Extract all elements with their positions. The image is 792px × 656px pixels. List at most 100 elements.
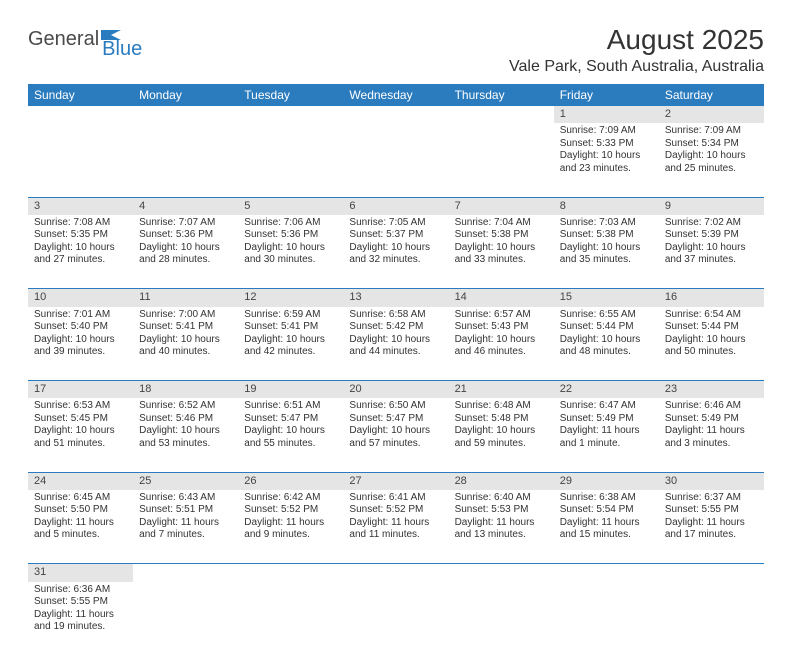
daylight-text: and 17 minutes. [665, 529, 758, 542]
sunrise-text: Sunrise: 6:55 AM [560, 309, 653, 322]
day-number-cell: 21 [449, 381, 554, 399]
day-number-cell [133, 564, 238, 582]
month-title: August 2025 [509, 24, 764, 56]
day-content-cell [238, 123, 343, 197]
daylight-text: and 59 minutes. [455, 438, 548, 451]
day-content-cell: Sunrise: 7:03 AMSunset: 5:38 PMDaylight:… [554, 215, 659, 289]
daylight-text: and 48 minutes. [560, 346, 653, 359]
day-content-cell: Sunrise: 6:53 AMSunset: 5:45 PMDaylight:… [28, 398, 133, 472]
day-content-cell [449, 582, 554, 656]
daynum-row: 12 [28, 106, 764, 123]
day-content-cell [659, 582, 764, 656]
daylight-text: Daylight: 11 hours [455, 517, 548, 530]
sunset-text: Sunset: 5:47 PM [244, 413, 337, 426]
content-row: Sunrise: 6:45 AMSunset: 5:50 PMDaylight:… [28, 490, 764, 564]
day-content-cell: Sunrise: 7:01 AMSunset: 5:40 PMDaylight:… [28, 307, 133, 381]
sunrise-text: Sunrise: 6:40 AM [455, 492, 548, 505]
day-content-cell: Sunrise: 6:50 AMSunset: 5:47 PMDaylight:… [343, 398, 448, 472]
day-content-cell: Sunrise: 7:00 AMSunset: 5:41 PMDaylight:… [133, 307, 238, 381]
day-content-cell: Sunrise: 6:48 AMSunset: 5:48 PMDaylight:… [449, 398, 554, 472]
sunset-text: Sunset: 5:42 PM [349, 321, 442, 334]
day-number-cell: 18 [133, 381, 238, 399]
daylight-text: and 30 minutes. [244, 254, 337, 267]
daynum-row: 24252627282930 [28, 472, 764, 490]
day-content-cell: Sunrise: 6:54 AMSunset: 5:44 PMDaylight:… [659, 307, 764, 381]
daylight-text: Daylight: 11 hours [665, 425, 758, 438]
daynum-row: 3456789 [28, 197, 764, 215]
sunset-text: Sunset: 5:45 PM [34, 413, 127, 426]
daylight-text: and 51 minutes. [34, 438, 127, 451]
daylight-text: Daylight: 11 hours [349, 517, 442, 530]
day-content-cell [133, 123, 238, 197]
daylight-text: and 46 minutes. [455, 346, 548, 359]
weekday-tuesday: Tuesday [238, 84, 343, 106]
weekday-saturday: Saturday [659, 84, 764, 106]
day-content-cell [343, 582, 448, 656]
day-content-cell: Sunrise: 7:09 AMSunset: 5:34 PMDaylight:… [659, 123, 764, 197]
header: General Blue August 2025 Vale Park, Sout… [28, 24, 764, 76]
sunrise-text: Sunrise: 7:05 AM [349, 217, 442, 230]
day-number-cell: 1 [554, 106, 659, 123]
sunrise-text: Sunrise: 6:38 AM [560, 492, 653, 505]
daylight-text: Daylight: 10 hours [455, 334, 548, 347]
day-number-cell: 13 [343, 289, 448, 307]
day-content-cell: Sunrise: 6:45 AMSunset: 5:50 PMDaylight:… [28, 490, 133, 564]
content-row: Sunrise: 7:01 AMSunset: 5:40 PM Daylight:… [28, 307, 764, 381]
daylight-text: and 19 minutes. [34, 621, 127, 634]
daylight-text: and 1 minute. [560, 438, 653, 451]
sunset-text: Sunset: 5:49 PM [560, 413, 653, 426]
day-number-cell [343, 106, 448, 123]
day-content-cell: Sunrise: 7:04 AMSunset: 5:38 PMDaylight:… [449, 215, 554, 289]
sunset-text: Sunset: 5:35 PM [34, 229, 127, 242]
sunrise-text: Sunrise: 6:53 AM [34, 400, 127, 413]
day-number-cell: 12 [238, 289, 343, 307]
daylight-text: and 3 minutes. [665, 438, 758, 451]
day-number-cell: 6 [343, 197, 448, 215]
weekday-header-row: Sunday Monday Tuesday Wednesday Thursday… [28, 84, 764, 106]
day-content-cell [449, 123, 554, 197]
daylight-text: Daylight: 11 hours [560, 425, 653, 438]
day-number-cell: 25 [133, 472, 238, 490]
weekday-monday: Monday [133, 84, 238, 106]
day-content-cell: Sunrise: 6:36 AMSunset: 5:55 PMDaylight:… [28, 582, 133, 656]
sunrise-text: Sunrise: 7:09 AM [560, 125, 653, 138]
day-number-cell [449, 106, 554, 123]
daylight-text: and 28 minutes. [139, 254, 232, 267]
sunrise-text: Sunrise: 6:54 AM [665, 309, 758, 322]
content-row: Sunrise: 7:08 AMSunset: 5:35 PMDaylight:… [28, 215, 764, 289]
daylight-text: and 55 minutes. [244, 438, 337, 451]
sunrise-text: Sunrise: 6:52 AM [139, 400, 232, 413]
day-number-cell [28, 106, 133, 123]
day-number-cell: 5 [238, 197, 343, 215]
sunset-text: Sunset: 5:40 PM [34, 321, 127, 334]
sunset-text: Sunset: 5:53 PM [455, 504, 548, 517]
sunrise-text: Sunrise: 7:06 AM [244, 217, 337, 230]
daylight-text: and 11 minutes. [349, 529, 442, 542]
day-number-cell: 11 [133, 289, 238, 307]
sunrise-text: Sunrise: 6:48 AM [455, 400, 548, 413]
day-content-cell: Sunrise: 6:42 AMSunset: 5:52 PMDaylight:… [238, 490, 343, 564]
location: Vale Park, South Australia, Australia [509, 58, 764, 76]
daylight-text: Daylight: 10 hours [244, 334, 337, 347]
day-number-cell [238, 564, 343, 582]
logo-word-general: General [28, 28, 99, 51]
daylight-text: Daylight: 11 hours [560, 517, 653, 530]
sunrise-text: Sunrise: 6:36 AM [34, 584, 127, 597]
daylight-text: Daylight: 10 hours [244, 242, 337, 255]
day-number-cell: 29 [554, 472, 659, 490]
day-number-cell: 28 [449, 472, 554, 490]
day-content-cell: Sunrise: 6:59 AMSunset: 5:41 PMDaylight:… [238, 307, 343, 381]
daylight-text: Daylight: 10 hours [349, 425, 442, 438]
weekday-thursday: Thursday [449, 84, 554, 106]
daylight-text: Daylight: 11 hours [139, 517, 232, 530]
sunrise-text: Sunrise: 6:59 AM [244, 309, 337, 322]
day-number-cell: 31 [28, 564, 133, 582]
daylight-text: and 13 minutes. [455, 529, 548, 542]
sunrise-text: Sunrise: 6:43 AM [139, 492, 232, 505]
sunset-text: Sunset: 5:51 PM [139, 504, 232, 517]
daylight-text: Daylight: 10 hours [244, 425, 337, 438]
sunrise-text: Sunrise: 7:01 AM [34, 309, 127, 322]
logo: General Blue [28, 28, 164, 51]
content-row: Sunrise: 7:09 AMSunset: 5:33 PMDaylight:… [28, 123, 764, 197]
sunset-text: Sunset: 5:41 PM [244, 321, 337, 334]
